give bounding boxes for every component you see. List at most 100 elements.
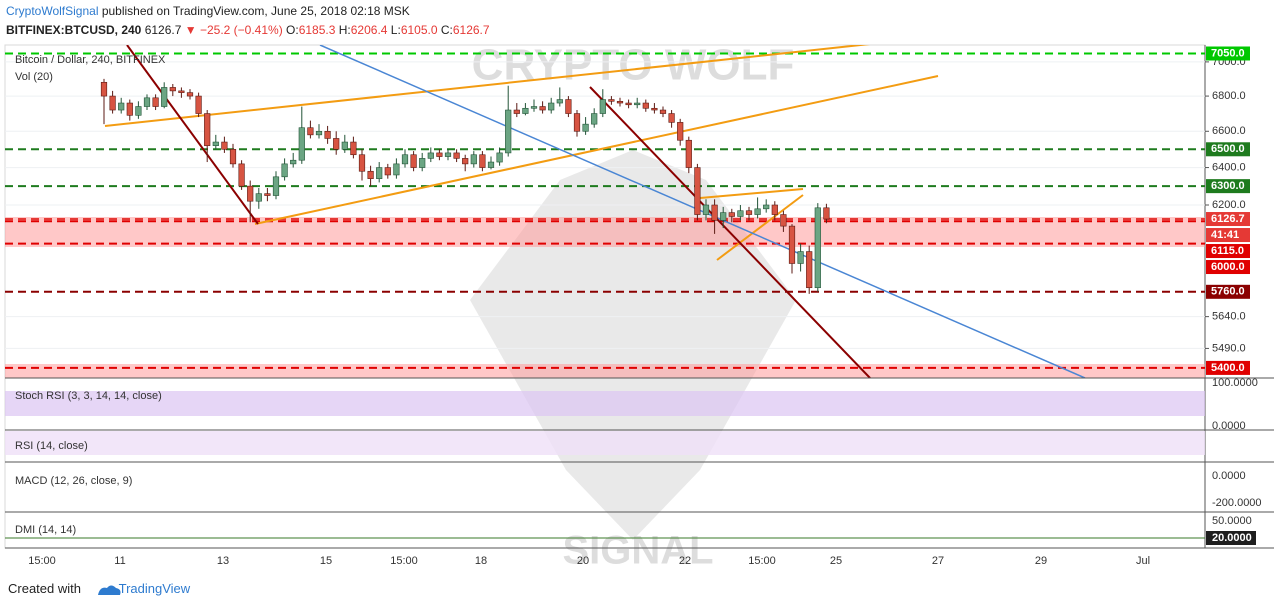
last: 6126.7 [144,23,182,37]
candle-body [642,102,649,109]
x-tick-label: 13 [217,555,229,567]
candle-body [255,193,262,202]
candle-body [685,139,692,168]
chart-title: Bitcoin / Dollar, 240, BITFINEX [15,54,166,66]
price-tag [1206,284,1250,299]
candle-body [591,113,598,125]
candle-body [625,102,632,106]
price-tag-label: 5400.0 [1211,362,1245,374]
ohlc-value: 6185.3 [298,23,336,37]
chart-subtitle: Vol (20) [15,71,53,83]
pane-tick-label: 20.0000 [1212,532,1252,544]
candle-body [298,127,305,161]
created-with: Created with [8,581,81,596]
pane-label: RSI (14, close) [15,440,88,452]
candle-body [290,159,297,165]
price-tag [1206,179,1250,194]
candle-body [720,212,727,221]
y-tick-label: 6200.0 [1212,199,1246,211]
ohlc-key: O: [286,23,299,37]
y-tick-label: 5640.0 [1212,311,1246,323]
rsi-band [5,431,1205,455]
publish-line: CryptoWolfSignal published on TradingVie… [6,2,490,21]
candle-body [694,167,701,215]
candle-body [350,141,357,156]
ohlc-value: 6126.7 [452,23,490,37]
candle-body [324,130,331,139]
price-tag [1206,228,1250,243]
price-tag-label: 6115.0 [1211,245,1244,257]
candle-body [315,130,323,136]
pane-tick-label: 100.0000 [1212,377,1258,389]
ohlc-key: C: [440,23,453,37]
price-tag-label: 7050.0 [1211,47,1245,59]
candle-body [333,138,340,150]
candle-body [522,107,529,114]
candle-body [100,81,108,97]
stoch-band [5,391,1205,416]
candle-body [135,106,142,116]
candle-body [505,109,512,154]
tv-logo [98,585,121,595]
candle-body [247,185,254,202]
published: published on TradingView.com, June 25, 2… [101,4,410,18]
candle-body [823,207,830,220]
candle-body [427,152,434,159]
candle-body [634,102,641,106]
trendline [254,75,939,225]
candle-body [788,225,796,264]
y-tick-label: 6800.0 [1212,90,1246,102]
x-tick-label: 22 [679,555,691,567]
candle-body [118,102,125,111]
price-tag-label: 6126.7 [1211,213,1245,225]
y-tick-label: 6600.0 [1212,125,1246,137]
x-tick-label: 20 [577,555,589,567]
ohlc-value: 6206.4 [350,23,388,37]
candle-body [496,152,503,163]
candle-body [814,207,821,289]
x-tick-label: 11 [114,555,125,567]
tradingview-link[interactable]: TradingView [118,581,191,596]
x-tick-label: 15:00 [748,555,776,567]
candle-body [410,154,417,168]
trendline [104,45,871,127]
author[interactable]: CryptoWolfSignal [6,4,99,18]
trendline [126,45,259,225]
candle-body [548,102,555,111]
candle-body [539,106,546,111]
candle-body [401,154,409,165]
candle-body [470,154,477,165]
candle-body [367,170,374,179]
candle-body [238,163,245,187]
candle-body [195,95,202,114]
candle-body [780,214,787,227]
x-tick-label: Jul [1136,555,1150,567]
price-tag [1206,244,1250,259]
candle-body [754,208,761,215]
candle-body [212,141,219,146]
price-tag-label: 6000.0 [1211,261,1245,273]
trendline [589,86,871,378]
candle-body [556,99,563,104]
trendline [319,45,1086,378]
pane-tick-label: -200.0000 [1212,497,1262,509]
candle-body [651,107,658,111]
candle-body [272,176,280,196]
candle-body [204,113,211,146]
levels: 7050.0 6500.0 6300.0 6126.7 41:41 6115.0 6000.… [5,46,1250,375]
header: CryptoWolfSignal published on TradingVie… [6,2,490,40]
candle-body [763,204,770,210]
candle-body [341,141,348,150]
candle-body [444,152,452,157]
candle-body [573,113,581,132]
candle-body [479,154,486,168]
price-tag [1206,260,1250,275]
candle-body [126,102,133,116]
candle-body [221,141,228,150]
chart: CRYPTO WOLF SIGNAL 7000.06800.06600.0640… [4,41,1274,573]
candle-body [453,152,460,159]
price-tag [1206,212,1250,227]
pane-label: MACD (12, 26, close, 9) [15,475,132,487]
candle-body [384,167,391,176]
